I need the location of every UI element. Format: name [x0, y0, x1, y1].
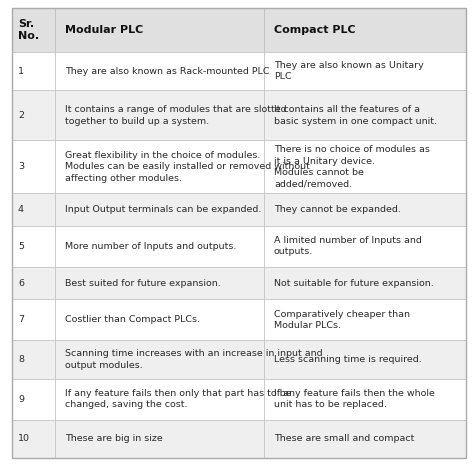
Text: 6: 6	[18, 279, 24, 288]
Text: 5: 5	[18, 242, 24, 251]
Bar	[264, 52, 466, 90]
Bar	[55, 267, 264, 299]
Bar	[264, 90, 466, 140]
Bar	[264, 340, 466, 378]
Bar	[55, 299, 264, 340]
Text: Input Output terminals can be expanded.: Input Output terminals can be expanded.	[65, 205, 262, 214]
Bar	[55, 140, 264, 193]
Text: If any feature fails then only that part has to be
changed, saving the cost.: If any feature fails then only that part…	[65, 389, 292, 410]
Text: More number of Inputs and outputs.: More number of Inputs and outputs.	[65, 242, 237, 251]
Text: These are big in size: These are big in size	[65, 434, 163, 443]
Bar	[12, 299, 55, 340]
Text: Great flexibility in the choice of modules.
Modules can be easily installed or r: Great flexibility in the choice of modul…	[65, 151, 310, 183]
Text: Modular PLC: Modular PLC	[65, 25, 143, 35]
Bar	[264, 8, 466, 52]
Text: 10: 10	[18, 434, 30, 443]
Text: These are small and compact: These are small and compact	[274, 434, 414, 443]
Bar	[55, 193, 264, 226]
Text: They cannot be expanded.: They cannot be expanded.	[274, 205, 401, 214]
Text: A limited number of Inputs and
outputs.: A limited number of Inputs and outputs.	[274, 236, 422, 256]
Bar	[264, 299, 466, 340]
Bar	[55, 8, 264, 52]
Text: 8: 8	[18, 355, 24, 364]
Bar	[264, 378, 466, 420]
Bar	[264, 267, 466, 299]
Text: Not suitable for future expansion.: Not suitable for future expansion.	[274, 279, 434, 288]
Text: It contains a range of modules that are slotted
together to build up a system.: It contains a range of modules that are …	[65, 105, 287, 125]
Bar	[12, 140, 55, 193]
Bar	[12, 378, 55, 420]
Text: Scanning time increases with an increase in input and
output modules.: Scanning time increases with an increase…	[65, 349, 323, 370]
Text: Best suited for future expansion.: Best suited for future expansion.	[65, 279, 221, 288]
Text: 1: 1	[18, 67, 24, 76]
Bar	[264, 193, 466, 226]
Bar	[55, 378, 264, 420]
Bar	[55, 340, 264, 378]
Text: Less scanning time is required.: Less scanning time is required.	[274, 355, 422, 364]
Text: 9: 9	[18, 395, 24, 404]
Text: 3: 3	[18, 162, 24, 171]
Text: Comparatively cheaper than
Modular PLCs.: Comparatively cheaper than Modular PLCs.	[274, 309, 410, 330]
Bar	[12, 226, 55, 267]
Bar	[12, 8, 55, 52]
Bar	[12, 340, 55, 378]
Text: They are also known as Unitary
PLC: They are also known as Unitary PLC	[274, 61, 424, 82]
Bar	[12, 52, 55, 90]
Text: Sr.
No.: Sr. No.	[18, 19, 39, 41]
Bar	[12, 193, 55, 226]
Bar	[12, 90, 55, 140]
Bar	[55, 420, 264, 458]
Bar	[12, 420, 55, 458]
Bar	[264, 226, 466, 267]
Bar	[55, 52, 264, 90]
Text: There is no choice of modules as
it is a Unitary device.
Modules cannot be
added: There is no choice of modules as it is a…	[274, 145, 430, 189]
Bar	[264, 140, 466, 193]
Text: 4: 4	[18, 205, 24, 214]
Bar	[55, 90, 264, 140]
Text: Costlier than Compact PLCs.: Costlier than Compact PLCs.	[65, 315, 200, 324]
Bar	[264, 420, 466, 458]
Text: If any feature fails then the whole
unit has to be replaced.: If any feature fails then the whole unit…	[274, 389, 435, 410]
Text: Compact PLC: Compact PLC	[274, 25, 356, 35]
Bar	[12, 267, 55, 299]
Text: 7: 7	[18, 315, 24, 324]
Text: It contains all the features of a
basic system in one compact unit.: It contains all the features of a basic …	[274, 105, 437, 125]
Text: 2: 2	[18, 111, 24, 120]
Text: They are also known as Rack-mounted PLC: They are also known as Rack-mounted PLC	[65, 67, 270, 76]
Bar	[55, 226, 264, 267]
